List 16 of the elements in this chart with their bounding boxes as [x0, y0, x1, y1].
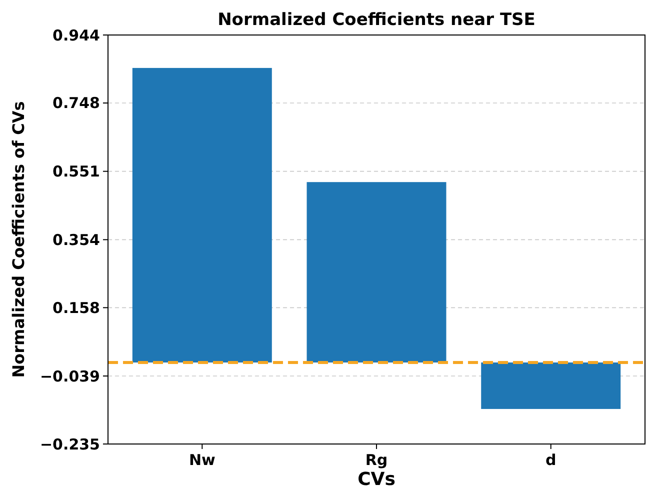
x-axis-title: CVs — [358, 469, 396, 490]
y-tick-label: 0.354 — [52, 230, 100, 249]
y-tick-label: 0.158 — [52, 298, 100, 317]
y-tick-label: 0.748 — [52, 94, 100, 112]
y-axis-title: Normalized Coefficients of CVs — [9, 101, 28, 378]
y-tick-label: −0.235 — [40, 435, 100, 454]
x-tick-label: d — [545, 451, 556, 469]
bar — [481, 362, 621, 409]
bar — [306, 182, 446, 362]
y-tick-label: 0.944 — [52, 26, 100, 44]
y-tick-label: 0.551 — [52, 162, 100, 181]
chart-title: Normalized Coefficients near TSE — [218, 10, 536, 30]
y-tick-label: −0.039 — [40, 367, 100, 386]
x-tick-label: Rg — [365, 451, 388, 469]
bar — [132, 68, 272, 362]
x-tick-label: Nw — [188, 451, 216, 469]
